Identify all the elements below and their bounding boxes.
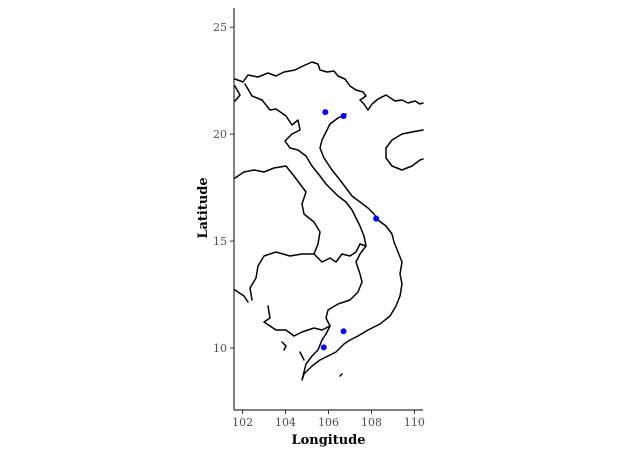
southwest-coast: [281, 341, 343, 377]
x-tick-label: 104: [275, 416, 296, 429]
data-point: [340, 328, 347, 335]
axes: 102 104 106 108 110 10 15 20 25: [213, 8, 425, 429]
thailand-cambodia-border: [234, 251, 331, 337]
x-ticks: 102 104 106 108 110: [232, 410, 425, 429]
data-point: [373, 215, 380, 222]
y-tick-label: 20: [213, 128, 227, 141]
laos-vietnam-west-border: [234, 83, 367, 327]
north-border-line: [234, 61, 424, 111]
data-point: [322, 109, 329, 116]
x-tick-label: 106: [318, 416, 339, 429]
y-tick-label: 25: [213, 21, 227, 34]
hainan-island: [385, 129, 424, 171]
x-tick-label: 102: [232, 416, 253, 429]
y-ticks: 10 15 20 25: [213, 21, 234, 355]
y-tick-label: 10: [213, 342, 227, 355]
basemap-outlines: [234, 61, 424, 381]
laos-thailand-border: [234, 165, 367, 263]
x-tick-label: 108: [361, 416, 382, 429]
data-point: [340, 112, 347, 119]
data-point: [320, 344, 327, 351]
y-axis-title: Latitude: [196, 177, 211, 238]
y-tick-label: 15: [213, 235, 227, 248]
x-tick-label: 110: [404, 416, 425, 429]
points-layer: [320, 109, 380, 351]
x-axis-title: Longitude: [291, 433, 365, 448]
vietnam-coastline: [301, 113, 403, 381]
